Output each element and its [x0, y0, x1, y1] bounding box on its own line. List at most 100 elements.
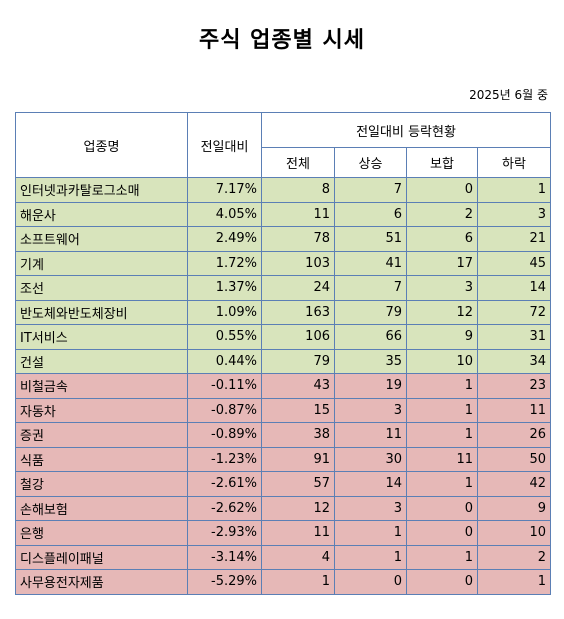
flat-count-cell: 10 — [406, 348, 478, 374]
sector-name-cell: 증권 — [15, 422, 188, 448]
total-count-cell: 91 — [261, 446, 335, 472]
sector-name-cell: 소프트웨어 — [15, 226, 188, 252]
total-count-cell: 4 — [261, 544, 335, 570]
table-row: 기계 1.72% 103 41 17 45 — [15, 250, 551, 276]
rise-count-cell: 41 — [334, 250, 407, 276]
fall-count-cell: 1 — [477, 569, 551, 595]
flat-count-cell: 3 — [406, 275, 478, 301]
flat-count-cell: 1 — [406, 422, 478, 448]
sector-name-cell: 조선 — [15, 275, 188, 301]
change-cell: 4.05% — [187, 201, 262, 227]
date-label: 2025년 6월 중 — [469, 88, 548, 102]
rise-count-cell: 14 — [334, 471, 407, 497]
flat-count-cell: 1 — [406, 397, 478, 423]
header-total: 전체 — [261, 147, 335, 178]
fall-count-cell: 21 — [477, 226, 551, 252]
flat-count-cell: 1 — [406, 544, 478, 570]
sector-name-cell: 해운사 — [15, 201, 188, 227]
sector-name-cell: 인터넷과카탈로그소매 — [15, 177, 188, 203]
flat-count-cell: 11 — [406, 446, 478, 472]
flat-count-cell: 6 — [406, 226, 478, 252]
rise-count-cell: 51 — [334, 226, 407, 252]
change-cell: -0.87% — [187, 397, 262, 423]
flat-count-cell: 1 — [406, 471, 478, 497]
sector-name-cell: 건설 — [15, 348, 188, 374]
header-change: 전일대비 — [187, 112, 262, 178]
total-count-cell: 1 — [261, 569, 335, 595]
table-row: 손해보험 -2.62% 12 3 0 9 — [15, 495, 551, 521]
sector-name-cell: 식품 — [15, 446, 188, 472]
total-count-cell: 11 — [261, 520, 335, 546]
sector-name-cell: 기계 — [15, 250, 188, 276]
rise-count-cell: 7 — [334, 275, 407, 301]
fall-count-cell: 72 — [477, 299, 551, 325]
change-cell: -2.61% — [187, 471, 262, 497]
sector-name-cell: IT서비스 — [15, 324, 188, 350]
sector-name-cell: 자동차 — [15, 397, 188, 423]
table-row: 비철금속 -0.11% 43 19 1 23 — [15, 373, 551, 399]
change-cell: 0.55% — [187, 324, 262, 350]
change-cell: -0.89% — [187, 422, 262, 448]
change-cell: 1.37% — [187, 275, 262, 301]
flat-count-cell: 0 — [406, 177, 478, 203]
change-cell: 7.17% — [187, 177, 262, 203]
header-group: 전일대비 등락현황 — [261, 112, 551, 148]
header-row-top: 업종명 전일대비 전일대비 등락현황 — [15, 112, 551, 178]
change-cell: -0.11% — [187, 373, 262, 399]
rise-count-cell: 66 — [334, 324, 407, 350]
rise-count-cell: 6 — [334, 201, 407, 227]
total-count-cell: 15 — [261, 397, 335, 423]
fall-count-cell: 2 — [477, 544, 551, 570]
total-count-cell: 43 — [261, 373, 335, 399]
change-cell: -2.93% — [187, 520, 262, 546]
sector-name-cell: 디스플레이패널 — [15, 544, 188, 570]
table-row: 인터넷과카탈로그소매 7.17% 8 7 0 1 — [15, 177, 551, 203]
fall-count-cell: 9 — [477, 495, 551, 521]
change-cell: -5.29% — [187, 569, 262, 595]
flat-count-cell: 1 — [406, 373, 478, 399]
sector-name-cell: 철강 — [15, 471, 188, 497]
header-fall: 하락 — [477, 147, 551, 178]
fall-count-cell: 14 — [477, 275, 551, 301]
flat-count-cell: 0 — [406, 495, 478, 521]
total-count-cell: 106 — [261, 324, 335, 350]
total-count-cell: 78 — [261, 226, 335, 252]
sector-name-cell: 비철금속 — [15, 373, 188, 399]
table-row: 철강 -2.61% 57 14 1 42 — [15, 471, 551, 497]
flat-count-cell: 2 — [406, 201, 478, 227]
fall-count-cell: 3 — [477, 201, 551, 227]
flat-count-cell: 12 — [406, 299, 478, 325]
sector-name-cell: 손해보험 — [15, 495, 188, 521]
table-row: 건설 0.44% 79 35 10 34 — [15, 348, 551, 374]
change-cell: 0.44% — [187, 348, 262, 374]
header-rise: 상승 — [334, 147, 407, 178]
sector-price-table: 업종명 전일대비 전일대비 등락현황 전체 상승 보합 하락 인터넷과카탈로그소… — [15, 112, 551, 595]
rise-count-cell: 30 — [334, 446, 407, 472]
fall-count-cell: 11 — [477, 397, 551, 423]
fall-count-cell: 42 — [477, 471, 551, 497]
total-count-cell: 103 — [261, 250, 335, 276]
flat-count-cell: 0 — [406, 520, 478, 546]
table-row: 반도체와반도체장비 1.09% 163 79 12 72 — [15, 299, 551, 325]
fall-count-cell: 1 — [477, 177, 551, 203]
fall-count-cell: 45 — [477, 250, 551, 276]
rise-count-cell: 3 — [334, 495, 407, 521]
total-count-cell: 79 — [261, 348, 335, 374]
change-cell: -3.14% — [187, 544, 262, 570]
fall-count-cell: 26 — [477, 422, 551, 448]
flat-count-cell: 17 — [406, 250, 478, 276]
fall-count-cell: 10 — [477, 520, 551, 546]
header-sector: 업종명 — [15, 112, 188, 178]
total-count-cell: 57 — [261, 471, 335, 497]
table-row: 식품 -1.23% 91 30 11 50 — [15, 446, 551, 472]
sector-name-cell: 사무용전자제품 — [15, 569, 188, 595]
fall-count-cell: 50 — [477, 446, 551, 472]
total-count-cell: 12 — [261, 495, 335, 521]
change-cell: 1.72% — [187, 250, 262, 276]
sector-name-cell: 반도체와반도체장비 — [15, 299, 188, 325]
rise-count-cell: 1 — [334, 520, 407, 546]
fall-count-cell: 34 — [477, 348, 551, 374]
table-row: 사무용전자제품 -5.29% 1 0 0 1 — [15, 569, 551, 595]
table-row: 해운사 4.05% 11 6 2 3 — [15, 201, 551, 227]
total-count-cell: 163 — [261, 299, 335, 325]
